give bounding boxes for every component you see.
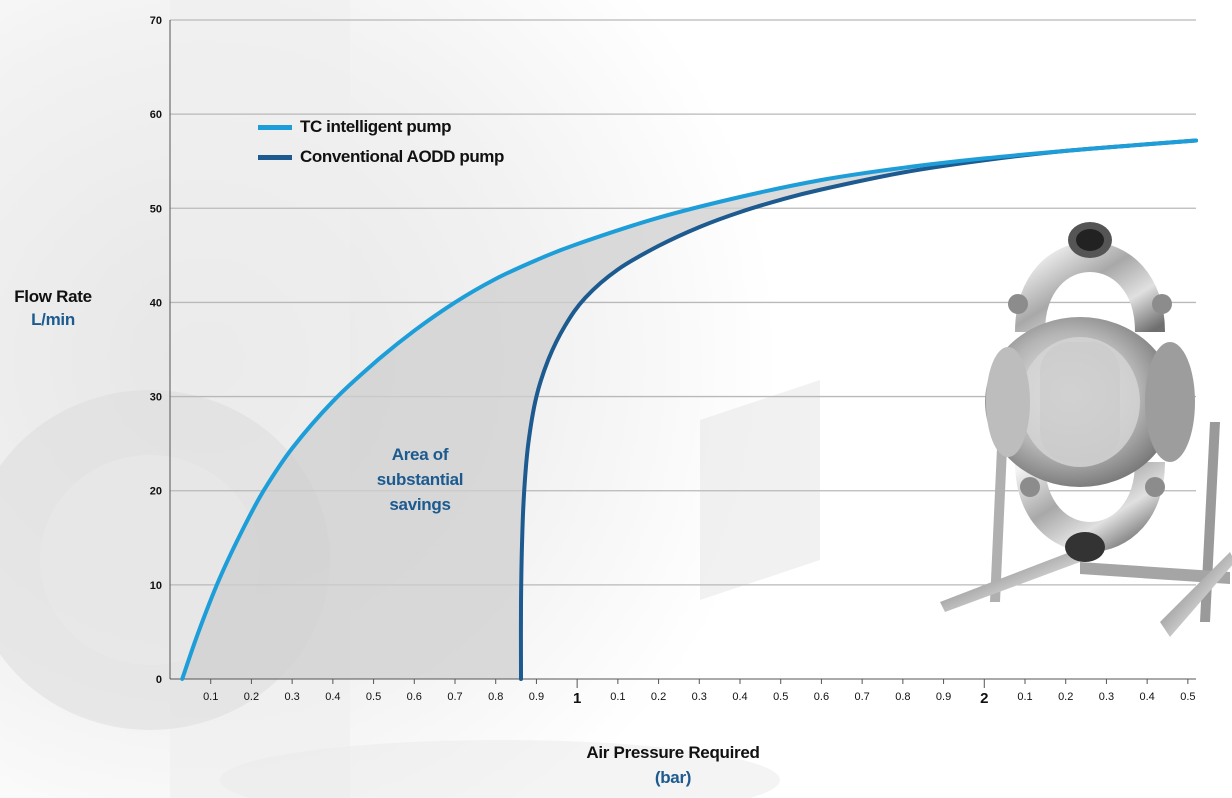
x-tick-label-12: 0.3 [692, 691, 707, 703]
legend-label-conventional: Conventional AODD pump [300, 147, 505, 166]
x-tick-label-7: 0.8 [488, 691, 503, 703]
y-tick-label-30: 30 [150, 392, 162, 404]
x-axis-unit: (bar) [654, 768, 692, 787]
axes [169, 20, 1196, 688]
x-tick-label-0: 0.1 [203, 691, 218, 703]
legend-item-conventional: Conventional AODD pump [258, 142, 504, 172]
y-tick-label-10: 10 [150, 580, 162, 592]
x-tick-label-11: 0.2 [651, 691, 666, 703]
x-tick-label-22: 0.3 [1099, 691, 1114, 703]
x-tick-label-23: 0.4 [1139, 691, 1154, 703]
series-line-tc-intelligent [180, 138, 1198, 681]
x-tick-label-1: 0.2 [244, 691, 259, 703]
series-lines [180, 138, 1198, 681]
x-tick-label-2: 0.3 [284, 691, 299, 703]
x-tick-label-19: 2 [980, 690, 988, 707]
y-tick-label-60: 60 [150, 109, 162, 121]
y-axis-unit: L/min [31, 310, 75, 329]
savings-annotation: Area of substantial savings [376, 445, 464, 514]
legend: TC intelligent pump Conventional AODD pu… [258, 112, 504, 172]
legend-label-tc: TC intelligent pump [300, 117, 452, 136]
legend-swatch-tc [258, 124, 292, 130]
x-tick-label-9: 1 [573, 690, 581, 707]
x-tick-label-16: 0.7 [854, 691, 869, 703]
x-tick-label-17: 0.8 [895, 691, 910, 703]
x-tick-label-10: 0.1 [610, 691, 625, 703]
x-tick-label-21: 0.2 [1058, 691, 1073, 703]
x-axis-title: Air Pressure Required (bar) [520, 743, 826, 788]
y-tick-label-70: 70 [150, 15, 162, 27]
x-tick-labels: 0.1 0.2 0.3 0.4 0.5 0.6 0.7 0.8 0.9 1 0.1 0.2 0.3 0.4… [203, 690, 1195, 707]
savings-area-fill [182, 140, 1196, 679]
savings-area [182, 140, 1196, 679]
x-tick-label-18: 0.9 [936, 691, 951, 703]
y-tick-label-50: 50 [150, 203, 162, 215]
y-axis-label: Flow Rate [14, 287, 92, 306]
legend-item-tc: TC intelligent pump [258, 112, 504, 142]
x-tick-label-13: 0.4 [732, 691, 747, 703]
x-tick-label-14: 0.5 [773, 691, 788, 703]
y-tick-labels: 0 10 20 30 40 50 60 70 [150, 15, 162, 686]
x-tick-label-6: 0.7 [447, 691, 462, 703]
legend-swatch-conventional [258, 154, 292, 160]
y-tick-label-20: 20 [150, 486, 162, 498]
pump-illustration [940, 222, 1232, 637]
x-tick-label-24: 0.5 [1180, 691, 1195, 703]
y-axis-title: Flow Rate L/min [0, 287, 106, 330]
y-tick-label-0: 0 [156, 674, 162, 686]
y-tick-label-40: 40 [150, 297, 162, 309]
x-tick-label-5: 0.6 [407, 691, 422, 703]
x-axis-label: Air Pressure Required [586, 743, 760, 762]
x-tick-label-8: 0.9 [529, 691, 544, 703]
x-tick-label-4: 0.5 [366, 691, 381, 703]
x-tick-label-3: 0.4 [325, 691, 340, 703]
x-tick-label-15: 0.6 [814, 691, 829, 703]
x-tick-label-20: 0.1 [1017, 691, 1032, 703]
